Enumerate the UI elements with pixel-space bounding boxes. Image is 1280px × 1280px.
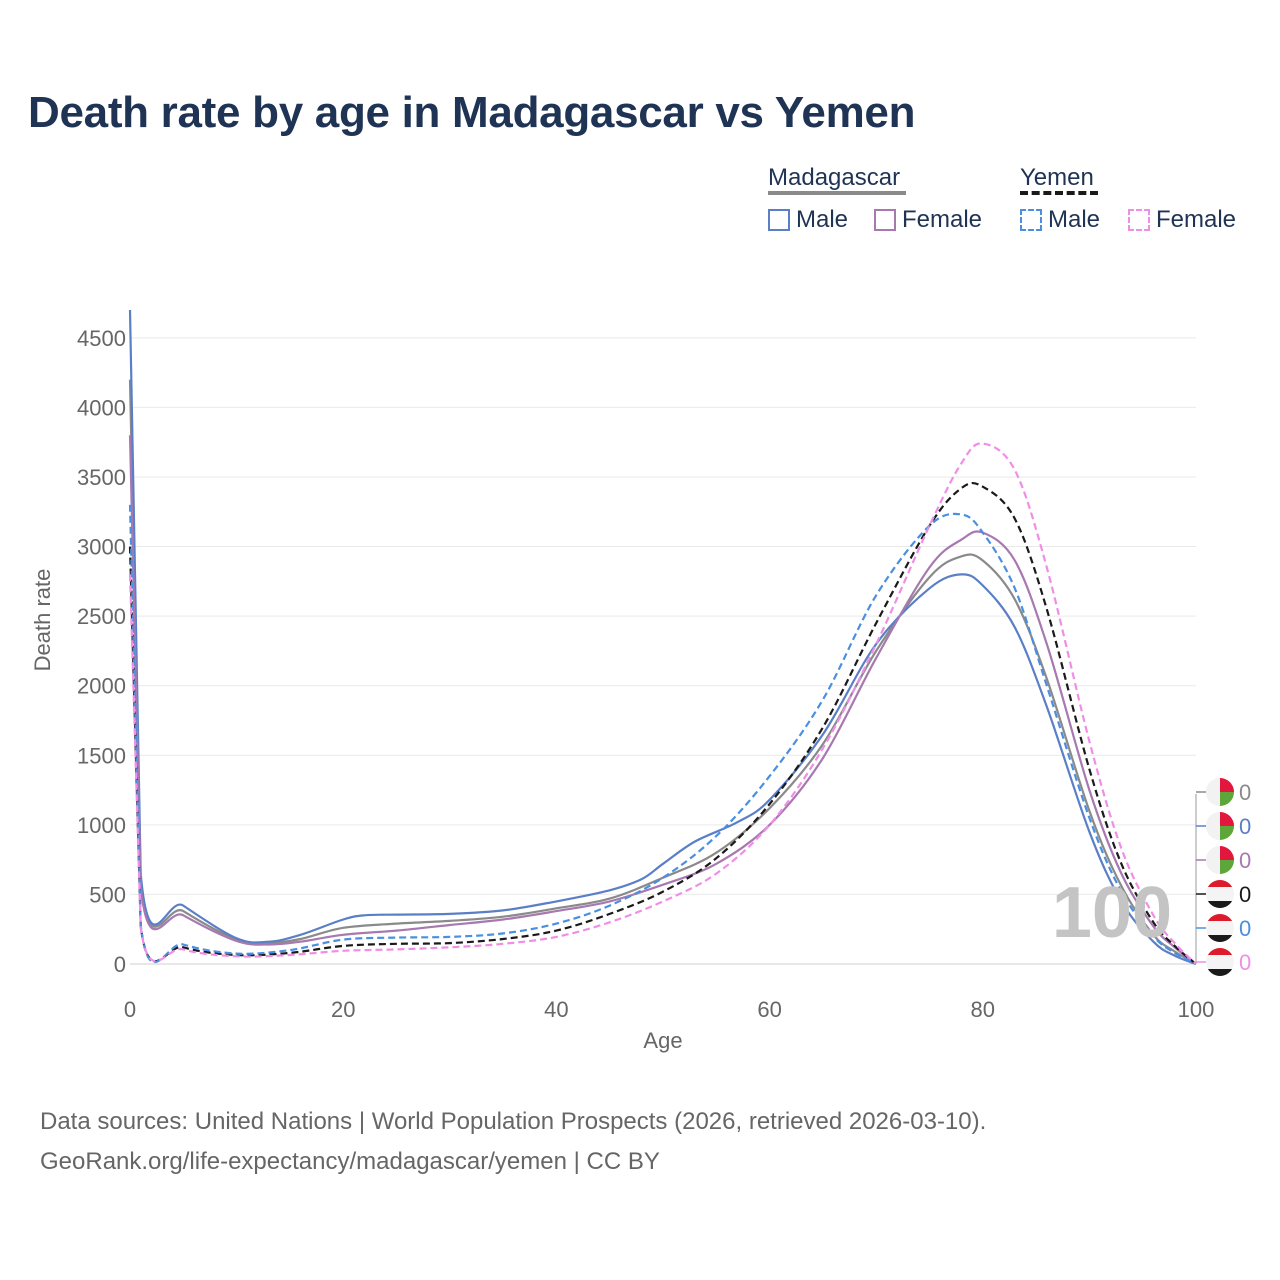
yemen-flag-icon xyxy=(1206,948,1234,976)
series-line-madagascar-female xyxy=(128,435,1197,965)
y-axis-title: Death rate xyxy=(30,569,55,672)
flag-black xyxy=(1207,935,1233,942)
legend-madagascar-line xyxy=(768,191,906,195)
flag-green xyxy=(1220,792,1234,806)
y-tick-label: 4500 xyxy=(77,326,126,351)
legend-swatch-yemen-female xyxy=(1128,209,1150,231)
flag-red xyxy=(1220,846,1234,860)
legend-group-yemen: Yemen xyxy=(1020,164,1094,191)
end-value-label: 0 xyxy=(1239,916,1251,941)
legend-label-madagascar-female: Female xyxy=(902,206,983,233)
legend-yemen-line xyxy=(1020,191,1098,195)
flag-black xyxy=(1207,969,1233,976)
x-tick-label: 80 xyxy=(971,997,995,1022)
y-tick-label: 3500 xyxy=(77,465,126,490)
legend-swatch-madagascar-male xyxy=(768,209,790,231)
y-tick-label: 2500 xyxy=(77,604,126,629)
y-tick-label: 2000 xyxy=(77,674,126,699)
flag-green xyxy=(1220,826,1234,840)
flag-red xyxy=(1207,914,1233,921)
flag-white xyxy=(1206,778,1220,806)
x-tick-label: 40 xyxy=(544,997,568,1022)
legend-label-yemen-female: Female xyxy=(1156,206,1237,233)
legend-swatch-yemen-male xyxy=(1020,209,1042,231)
madagascar-flag-icon xyxy=(1206,778,1234,806)
end-value-labels: 0 0 0 0 0 0 xyxy=(1195,778,1251,976)
end-value-label: 0 xyxy=(1239,950,1251,975)
legend-item-yemen-male[interactable]: Male xyxy=(1020,206,1100,234)
series-line-madagascar-male xyxy=(128,309,1197,966)
series-line-yemen-female xyxy=(128,442,1197,965)
y-tick-label: 1000 xyxy=(77,813,126,838)
series-line-yemen-male xyxy=(128,504,1197,965)
flag-black xyxy=(1207,901,1233,908)
series-line-madagascar-total xyxy=(128,379,1197,965)
axes: 0 500 1000 1500 2000 2500 3000 3500 4000 4500 0 20 4… xyxy=(30,326,1214,1053)
legend-item-yemen-female[interactable]: Female xyxy=(1128,206,1236,234)
madagascar-flag-icon xyxy=(1206,846,1234,874)
x-tick-label: 20 xyxy=(331,997,355,1022)
age-readout: 100 xyxy=(1051,873,1172,953)
x-tick-label: 60 xyxy=(757,997,781,1022)
legend-item-madagascar-female[interactable]: Female xyxy=(874,206,982,234)
flag-green xyxy=(1220,860,1234,874)
y-tick-label: 4000 xyxy=(77,395,126,420)
y-tick-label: 0 xyxy=(114,952,126,977)
y-tick-label: 1500 xyxy=(77,743,126,768)
end-value-label: 0 xyxy=(1239,780,1251,805)
flag-red xyxy=(1207,880,1233,887)
flag-white xyxy=(1206,812,1220,840)
series-lines xyxy=(128,309,1197,966)
x-tick-label: 100 xyxy=(1178,997,1215,1022)
x-axis-title: Age xyxy=(643,1028,682,1053)
flag-red xyxy=(1220,812,1234,826)
footer-source: Data sources: United Nations | World Pop… xyxy=(40,1108,987,1135)
legend-group-madagascar: Madagascar xyxy=(768,164,901,191)
legend-label-madagascar-male: Male xyxy=(796,206,849,233)
legend-item-madagascar-male[interactable]: Male xyxy=(768,206,848,234)
end-value-label: 0 xyxy=(1239,882,1251,907)
y-tick-label: 3000 xyxy=(77,535,126,560)
legend-swatch-madagascar-female xyxy=(874,209,896,231)
yemen-flag-icon xyxy=(1206,880,1234,908)
flag-red xyxy=(1220,778,1234,792)
x-tick-label: 0 xyxy=(124,997,136,1022)
flag-red xyxy=(1207,948,1233,955)
flag-white xyxy=(1206,846,1220,874)
end-value-label: 0 xyxy=(1239,814,1251,839)
yemen-flag-icon xyxy=(1206,914,1234,942)
end-value-label: 0 xyxy=(1239,848,1251,873)
chart-title: Death rate by age in Madagascar vs Yemen xyxy=(28,88,916,137)
y-tick-label: 500 xyxy=(89,882,126,907)
madagascar-flag-icon xyxy=(1206,812,1234,840)
series-line-yemen-total xyxy=(128,481,1197,965)
footer-link[interactable]: GeoRank.org/life-expectancy/madagascar/y… xyxy=(40,1148,660,1175)
legend-label-yemen-male: Male xyxy=(1048,206,1101,233)
